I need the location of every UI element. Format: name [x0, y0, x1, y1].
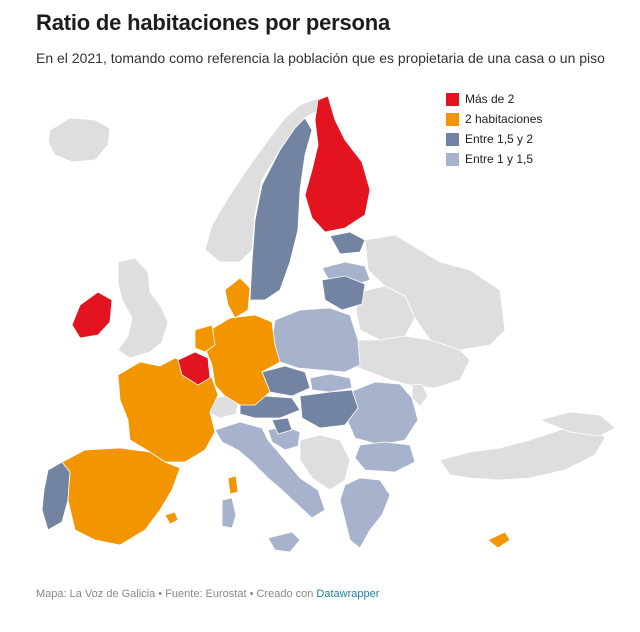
region-corsica: [227, 475, 239, 495]
legend-item-entre-15-y-2: Entre 1,5 y 2: [446, 129, 542, 149]
region-cyprus: [487, 531, 511, 549]
region-great-britain: [117, 257, 169, 359]
source-footer: Mapa: La Voz de Galicia • Fuente: Eurost…: [36, 588, 379, 600]
region-sardinia: [221, 497, 237, 529]
legend-label: Entre 1 y 1,5: [465, 152, 534, 166]
region-france: [117, 357, 219, 463]
region-balkans: [299, 434, 351, 491]
region-greece: [339, 477, 391, 549]
region-caucasus: [538, 411, 616, 437]
region-italy: [214, 421, 326, 519]
region-sweden: [249, 117, 313, 301]
region-sicily: [267, 531, 301, 553]
region-estonia: [329, 231, 366, 255]
region-portugal: [41, 461, 71, 531]
region-bulgaria: [354, 441, 416, 473]
region-spain: [61, 447, 181, 546]
legend-item-mas-de-2: Más de 2: [446, 89, 542, 109]
footer-text: Mapa: La Voz de Galicia • Fuente: Eurost…: [36, 588, 317, 600]
region-hungary: [299, 389, 359, 429]
region-ukraine: [349, 335, 471, 389]
legend-swatch: [446, 92, 459, 106]
region-belgium: [177, 351, 211, 386]
region-ireland: [71, 291, 113, 339]
legend-label: 2 habitaciones: [465, 112, 543, 126]
legend-swatch: [446, 152, 459, 166]
datawrapper-link[interactable]: Datawrapper: [316, 588, 380, 600]
map-subtitle: En el 2021, tomando como referencia la p…: [36, 50, 605, 66]
legend-item-entre-1-y-15: Entre 1 y 1,5: [446, 149, 542, 169]
region-romania: [344, 381, 419, 446]
region-slovenia: [271, 417, 293, 435]
region-balearics: [164, 511, 179, 525]
region-russia: [364, 234, 506, 351]
region-finland: [304, 95, 371, 233]
map-title: Ratio de habitaciones por persona: [36, 10, 391, 35]
legend-swatch: [446, 112, 459, 126]
region-netherlands: [194, 324, 216, 353]
region-poland: [271, 307, 361, 373]
legend-swatch: [446, 132, 459, 146]
region-iceland: [47, 117, 111, 163]
legend-label: Más de 2: [465, 92, 515, 106]
map-legend: Más de 2 2 habitaciones Entre 1,5 y 2 En…: [446, 89, 542, 169]
region-germany: [204, 314, 281, 406]
region-slovakia: [309, 373, 353, 393]
legend-item-2-habitaciones: 2 habitaciones: [446, 109, 542, 129]
legend-label: Entre 1,5 y 2: [465, 132, 534, 146]
region-turkey: [439, 424, 606, 481]
region-moldova: [411, 383, 429, 407]
region-latvia: [321, 275, 366, 311]
region-denmark: [224, 277, 251, 319]
